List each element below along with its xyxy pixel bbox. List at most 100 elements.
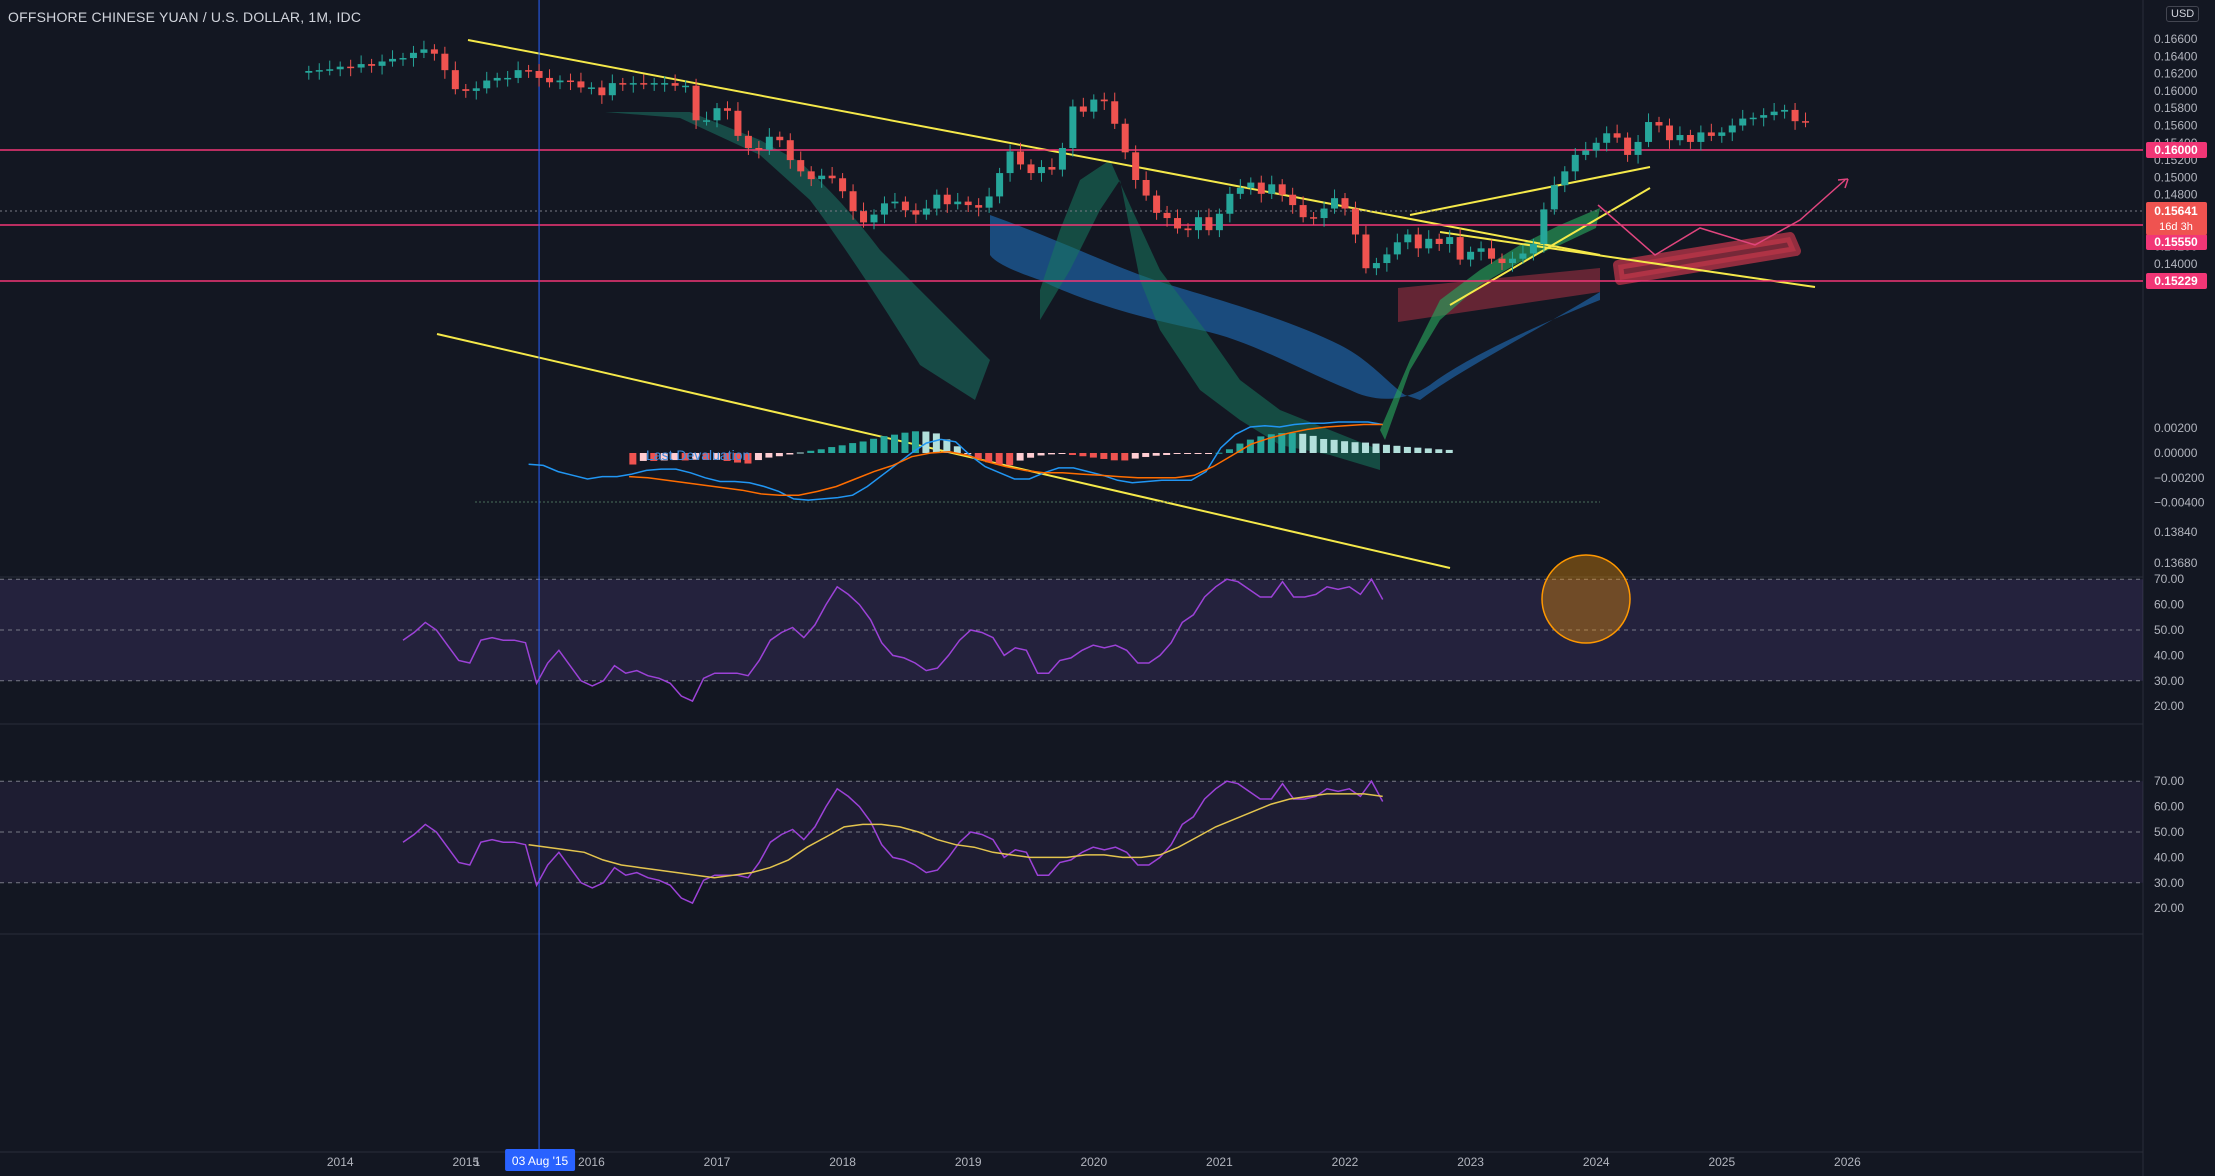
candle <box>1111 101 1119 124</box>
macd-histogram-bar <box>1131 453 1139 459</box>
rsi-axis-tick: 70.00 <box>2154 572 2184 586</box>
candle <box>901 201 909 211</box>
candle <box>1404 234 1412 243</box>
candle <box>839 178 847 192</box>
time-axis-tick: 2020 <box>1080 1155 1107 1169</box>
candle <box>1017 151 1025 165</box>
candle <box>472 88 480 91</box>
macd-histogram-bar <box>660 453 668 461</box>
rsi-ma-axis-tick: 20.00 <box>2154 901 2184 915</box>
candle <box>1686 135 1694 142</box>
macd-histogram-bar <box>911 431 919 453</box>
candle <box>1037 167 1045 174</box>
macd-histogram-bar <box>880 436 888 453</box>
candle <box>1728 125 1736 133</box>
candle <box>451 70 459 90</box>
candle <box>347 66 355 69</box>
candle <box>975 205 983 208</box>
time-axis-tick: 2018 <box>829 1155 856 1169</box>
candle <box>1749 117 1757 120</box>
macd-histogram-bar <box>1299 433 1307 453</box>
macd-histogram-bar <box>1068 453 1076 455</box>
macd-histogram-bar <box>1445 449 1453 453</box>
candle <box>629 83 637 85</box>
candle <box>1215 213 1223 231</box>
candle <box>650 83 658 85</box>
candle <box>797 160 805 172</box>
candle <box>1247 182 1255 188</box>
macd-histogram-bar <box>995 453 1003 465</box>
candle <box>1781 109 1789 112</box>
candle <box>1310 217 1318 219</box>
countdown-label: 16d 3h <box>2159 221 2193 233</box>
candle <box>1048 167 1056 170</box>
candle <box>1540 209 1548 245</box>
wedge-lower-trendline <box>1449 187 1651 306</box>
candle <box>1508 258 1516 264</box>
candle <box>1435 238 1443 245</box>
candle <box>1718 132 1726 136</box>
macd-histogram-bar <box>1016 453 1024 461</box>
macd-histogram-bar <box>974 453 982 460</box>
candle <box>1467 251 1475 260</box>
macd-histogram-bar <box>1163 453 1171 455</box>
ema-ribbon-blue <box>990 215 1600 400</box>
macd-histogram-bar <box>849 443 857 453</box>
time-axis-tick: 2024 <box>1583 1155 1610 1169</box>
candle <box>1582 150 1590 155</box>
candle <box>1289 194 1297 206</box>
macd-histogram-bar <box>1393 445 1401 453</box>
macd-histogram-bar <box>702 453 710 460</box>
candle <box>556 80 564 83</box>
candle <box>786 140 794 161</box>
time-axis-tick: 2015 <box>452 1155 479 1169</box>
macd-histogram-bar <box>1173 453 1181 454</box>
candle <box>671 83 679 86</box>
candle <box>1707 132 1715 136</box>
candle <box>1163 212 1171 219</box>
macd-histogram-bar <box>639 453 647 461</box>
macd-histogram-bar <box>692 453 700 460</box>
candle <box>1372 263 1380 269</box>
candle <box>996 173 1004 197</box>
candle <box>1383 254 1391 264</box>
candle <box>1268 184 1276 194</box>
wedge-upper-trendline <box>1409 166 1651 216</box>
candle <box>1697 132 1705 142</box>
candle <box>1456 237 1464 260</box>
candle <box>1351 208 1359 235</box>
candle <box>661 83 669 85</box>
time-axis-tick: 2022 <box>1332 1155 1359 1169</box>
macd-histogram-bar <box>1320 438 1328 453</box>
candle <box>608 83 616 96</box>
candle <box>1634 141 1642 155</box>
macd-histogram-bar <box>1362 442 1370 453</box>
time-axis-tick: 1 <box>474 1155 481 1169</box>
candle <box>1665 125 1673 141</box>
candle <box>860 211 868 223</box>
price-axis-tick: 0.14000 <box>2154 257 2198 271</box>
candle <box>828 175 836 179</box>
price-axis-tick: 0.16200 <box>2154 67 2198 81</box>
macd-histogram-bar <box>1351 442 1359 453</box>
candle <box>1205 217 1213 231</box>
macd-histogram-bar <box>744 453 752 464</box>
candle <box>640 83 648 85</box>
candle <box>430 49 438 54</box>
candle <box>985 196 993 208</box>
last-devaluation-label: Last Devaluation <box>646 447 750 463</box>
candle <box>1341 198 1349 209</box>
support-low-price-tag: 0.15229 <box>2154 274 2198 288</box>
rsi-moving-average <box>528 793 1383 879</box>
candle <box>734 110 742 136</box>
candle <box>389 58 397 62</box>
candle <box>357 64 365 68</box>
candle <box>483 80 491 89</box>
candle <box>1257 182 1265 194</box>
candle <box>1592 142 1600 151</box>
candle <box>1278 184 1286 195</box>
candle <box>713 108 721 121</box>
currency-button[interactable]: USD <box>2166 6 2200 22</box>
candle <box>1676 135 1684 141</box>
